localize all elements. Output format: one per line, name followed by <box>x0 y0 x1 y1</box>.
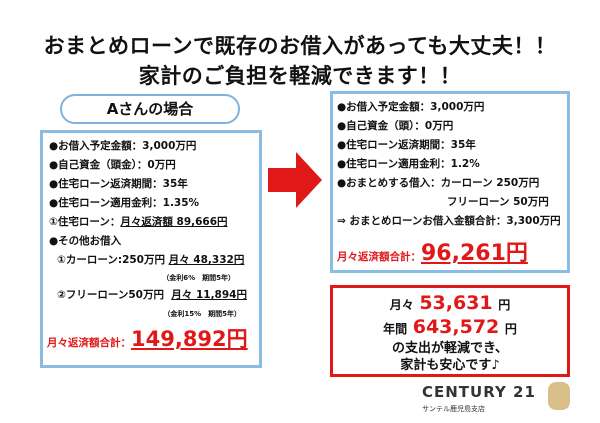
yen: 円 <box>504 322 517 336</box>
total-value: 96,261円 <box>421 241 528 266</box>
info-line: ●住宅ローン適用金利：1.35% <box>49 197 200 209</box>
savings-box: 月々 53,631 円 年間 643,572 円 の支出が軽減でき、 家計も安心… <box>330 285 570 377</box>
free-loan-note: （金利15% 期間5年） <box>163 310 241 318</box>
consolidated-loan-box: ●お借入予定金額：3,000万円 ●自己資金（頭）：0万円 ●住宅ローン返済期間… <box>330 91 570 273</box>
yearly-savings: 年間 643,572 円 <box>333 316 567 340</box>
consolidated-total-line: ⇒ おまとめローンお借入金額合計：3,300万円 <box>337 215 561 227</box>
mascot-icon <box>548 382 570 410</box>
mortgage-line: ①住宅ローン：月々返済額 89,666円 <box>49 213 259 232</box>
car-loan-line: ①カーローン:250万円 月々 48,332円 <box>49 251 259 270</box>
free-loan-value: 月々 11,894円 <box>171 289 247 301</box>
new-total: 月々返済額合計：96,261円 <box>337 235 567 267</box>
other-loans-heading: ●その他お借入 <box>49 235 122 247</box>
yearly-label: 年間 <box>383 322 408 336</box>
arrow-right-icon <box>268 152 322 208</box>
info-line: ●住宅ローン返済期間：35年 <box>337 139 476 151</box>
car-loan-value: 月々 48,332円 <box>168 254 245 266</box>
mortgage-value: 月々返済額 89,666円 <box>120 216 228 228</box>
headline-line1: おまとめローンで既存のお借入があっても大丈夫！！ <box>43 34 557 58</box>
current-loans-box: ●お借入予定金額：3,000万円 ●自己資金（頭金）：0万円 ●住宅ローン返済期… <box>40 130 262 368</box>
total-label: 月々返済額合計： <box>47 337 131 349</box>
total-value: 149,892円 <box>131 327 248 351</box>
free-loan-line: フリーローン 50万円 <box>447 196 549 208</box>
headline-line2: 家計のご負担を軽減できます！！ <box>138 64 462 88</box>
free-loan-label: ②フリーローン50万円 <box>57 289 164 301</box>
info-line: ●おまとめする借入：カーローン 250万円 <box>337 177 540 189</box>
monthly-value: 53,631 <box>419 292 493 314</box>
info-line: ●自己資金（頭）：0万円 <box>337 120 454 132</box>
total-label: 月々返済額合計： <box>337 251 421 263</box>
yen: 円 <box>498 298 511 312</box>
logo-branch: サンテル鹿児島支店 <box>422 405 485 413</box>
info-line: ●住宅ローン返済期間：35年 <box>49 178 188 190</box>
info-line: ●お借入予定金額：3,000万円 <box>49 140 197 152</box>
case-header: Aさんの場合 <box>60 94 240 124</box>
info-line: ●住宅ローン適用金利：1.2% <box>337 158 480 170</box>
logo-brand: CENTURY 21 <box>422 383 536 401</box>
car-loan-label: ①カーローン:250万円 <box>57 254 165 266</box>
savings-message-1: の支出が軽減でき、 <box>391 341 509 356</box>
monthly-savings: 月々 53,631 円 <box>333 292 567 316</box>
yearly-value: 643,572 <box>412 316 500 338</box>
car-loan-note: （金利6% 期間5年） <box>162 274 235 282</box>
current-total: 月々返済額合計：149,892円 <box>47 323 259 353</box>
info-line: ●お借入予定金額：3,000万円 <box>337 101 485 113</box>
free-loan-line: ②フリーローン50万円 月々 11,894円 <box>49 286 259 305</box>
monthly-label: 月々 <box>389 298 414 312</box>
mortgage-label: ①住宅ローン： <box>49 216 121 228</box>
savings-message-2: 家計も安心です♪ <box>400 358 500 373</box>
info-line: ●自己資金（頭金）：0万円 <box>49 159 176 171</box>
